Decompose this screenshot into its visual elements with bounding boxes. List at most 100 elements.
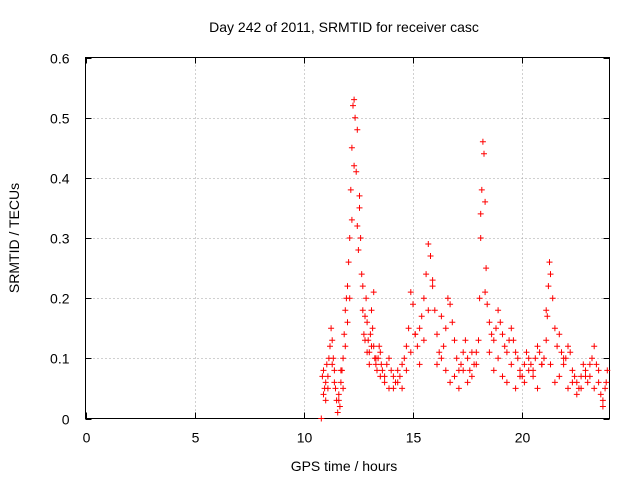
- x-tick-label: 20: [515, 430, 531, 446]
- data-point: [403, 343, 410, 350]
- data-point: [521, 379, 528, 386]
- data-point: [438, 313, 445, 320]
- data-point: [438, 355, 445, 362]
- data-point: [374, 367, 380, 374]
- data-point: [551, 325, 558, 332]
- data-point: [407, 349, 414, 356]
- data-point: [602, 385, 609, 392]
- data-point: [565, 385, 571, 392]
- data-point: [580, 361, 587, 368]
- data-point: [336, 403, 343, 410]
- data-point: [603, 379, 610, 386]
- data-point: [370, 289, 377, 296]
- data-point: [352, 114, 359, 121]
- data-point: [332, 385, 339, 392]
- data-point: [356, 204, 363, 211]
- data-point: [560, 355, 567, 362]
- data-point: [407, 289, 414, 296]
- data-point: [534, 343, 541, 350]
- data-point: [399, 385, 406, 392]
- data-point: [477, 210, 484, 217]
- data-point: [582, 373, 589, 380]
- data-point: [527, 361, 534, 368]
- data-point: [460, 349, 467, 356]
- data-point: [571, 373, 578, 380]
- data-point: [420, 337, 427, 344]
- data-point: [486, 349, 493, 356]
- y-tick-label: 0.4: [50, 171, 70, 187]
- x-tick-label: 5: [192, 430, 200, 446]
- y-tick-label: 0.2: [50, 291, 70, 307]
- data-point: [425, 307, 432, 314]
- data-point: [595, 367, 602, 374]
- data-point: [362, 337, 368, 344]
- data-point: [390, 385, 397, 392]
- data-point: [367, 331, 374, 338]
- data-point: [582, 367, 589, 374]
- data-point: [573, 391, 580, 398]
- data-point: [324, 373, 331, 380]
- data-point: [334, 409, 341, 416]
- data-point: [337, 367, 344, 374]
- data-point: [418, 313, 425, 320]
- data-point: [405, 325, 412, 332]
- data-point: [591, 385, 598, 392]
- y-tick-label: 0.5: [50, 111, 70, 127]
- data-point: [346, 295, 353, 302]
- data-point: [460, 367, 467, 374]
- data-point: [355, 247, 362, 253]
- data-point: [447, 301, 454, 308]
- data-point: [464, 355, 471, 362]
- x-axis-label: GPS time / hours: [291, 458, 398, 474]
- data-point: [517, 373, 523, 380]
- data-point: [366, 361, 373, 368]
- data-point: [331, 367, 338, 374]
- data-point: [521, 361, 528, 368]
- data-point: [458, 361, 464, 368]
- data-point: [595, 379, 602, 386]
- data-point: [530, 373, 537, 380]
- data-point: [425, 241, 432, 247]
- data-point: [348, 216, 355, 223]
- data-point: [348, 144, 355, 151]
- data-point: [525, 355, 532, 362]
- data-point: [344, 319, 351, 326]
- data-point: [318, 415, 325, 422]
- data-point: [569, 367, 576, 374]
- data-point: [508, 361, 515, 368]
- data-point: [591, 343, 598, 350]
- data-point: [350, 102, 356, 109]
- data-point: [328, 325, 335, 332]
- data-point: [386, 355, 392, 362]
- data-point: [354, 223, 361, 229]
- data-point: [431, 307, 438, 314]
- data-point: [593, 361, 600, 368]
- x-tick-label: 15: [406, 430, 422, 446]
- data-point: [558, 349, 565, 356]
- data-point: [362, 313, 368, 320]
- data-point: [372, 355, 379, 362]
- data-point: [556, 331, 563, 338]
- data-point: [364, 319, 371, 326]
- data-point: [331, 379, 338, 386]
- data-point: [508, 325, 515, 332]
- data-point: [486, 319, 493, 326]
- data-point: [322, 397, 329, 404]
- data-point: [503, 349, 510, 356]
- data-point: [586, 361, 593, 368]
- data-point: [401, 355, 408, 362]
- data-point: [584, 379, 591, 386]
- data-point: [544, 313, 551, 320]
- data-point: [449, 319, 456, 326]
- data-point: [403, 367, 410, 374]
- data-point: [578, 385, 585, 392]
- data-point: [464, 379, 471, 386]
- data-point: [551, 379, 558, 386]
- data-point: [554, 343, 561, 350]
- data-point: [345, 259, 352, 266]
- grid-lines: [85, 57, 610, 419]
- data-point: [414, 343, 421, 350]
- data-point: [377, 373, 384, 380]
- data-point: [534, 385, 541, 392]
